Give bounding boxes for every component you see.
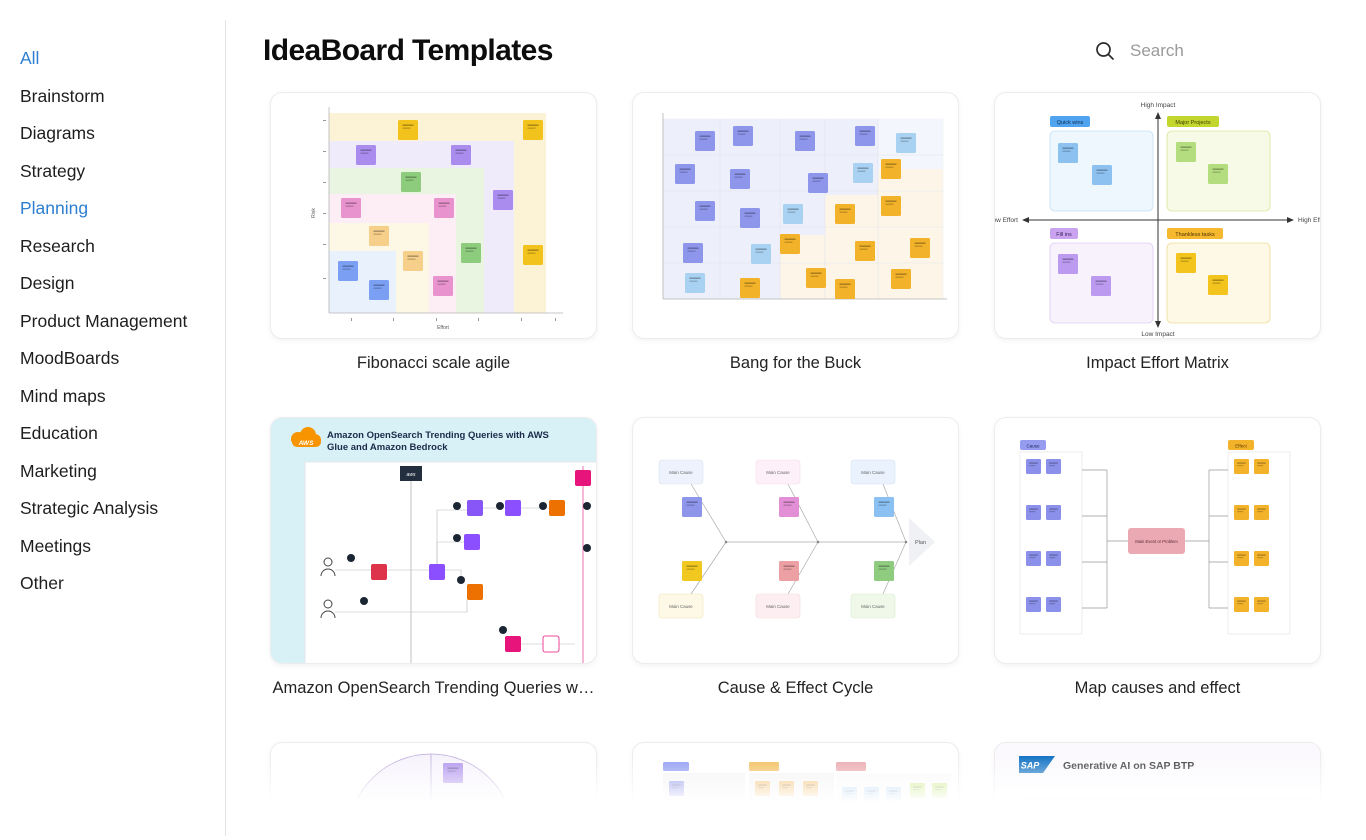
sidebar-item-all[interactable]: All <box>20 48 40 69</box>
axis-arrows <box>1022 112 1294 328</box>
svg-text:Main Cause: Main Cause <box>669 604 693 609</box>
joints <box>724 540 908 544</box>
sap-thumbnail: SAP Generative AI on SAP BTP <box>995 743 1320 840</box>
grid-lines <box>663 119 943 299</box>
user-icons <box>320 557 336 619</box>
aws-thumbnail: AWS Amazon OpenSearch Trending Queries w… <box>271 418 596 663</box>
svg-text:Main Cause: Main Cause <box>669 470 693 475</box>
y-axis-label: Risk <box>311 208 317 218</box>
diagram-panel <box>304 461 596 663</box>
label-fill-ins: Fill ins <box>1056 232 1072 238</box>
template-card-segmented-wheel[interactable] <box>270 742 597 840</box>
aws-logo: AWS <box>291 427 321 447</box>
template-card-amazon-opensearch[interactable]: AWS Amazon OpenSearch Trending Queries w… <box>270 417 597 664</box>
bang-for-buck-thumbnail <box>662 113 947 300</box>
plan-arrow <box>909 518 935 566</box>
template-card-cause-effect-cycle[interactable]: Plan Main Cause Main Cause Main Cause Ma… <box>632 417 959 664</box>
quadrant-labels: Quick wins Major Projects Fill ins Thank… <box>1050 116 1223 239</box>
sidebar-item-strategic-analysis[interactable]: Strategic Analysis <box>20 498 159 519</box>
sidebar-item-strategy[interactable]: Strategy <box>20 160 86 181</box>
template-caption: Fibonacci scale agile <box>356 354 511 372</box>
template-card-bang-for-the-buck[interactable] <box>632 92 959 339</box>
section-labels <box>663 762 866 771</box>
search-box[interactable]: Search <box>1094 40 1184 62</box>
cause-boxes: Main Cause Main Cause Main Cause Main Ca… <box>658 459 896 619</box>
axis-label-low-impact: Low Impact <box>1141 331 1174 338</box>
effect-label: Effect <box>1235 444 1247 449</box>
sections-thumbnail <box>663 762 951 840</box>
sidebar-item-mind-maps[interactable]: Mind maps <box>20 385 106 406</box>
sidebar-item-marketing[interactable]: Marketing <box>20 460 97 481</box>
cause-label: Cause <box>1026 444 1040 449</box>
sticky-notes <box>682 497 894 581</box>
diagram-frames: aws <box>400 466 591 663</box>
fishbone-thumbnail: Plan Main Cause Main Cause Main Cause Ma… <box>658 459 935 619</box>
label-thankless-tasks: Thankless tasks <box>1175 232 1215 238</box>
cause-effect-map-thumbnail: Cause Effect Main Event or Problem <box>1019 440 1291 635</box>
main-problem-box <box>1128 528 1185 554</box>
svg-text:AWS: AWS <box>298 440 314 447</box>
sidebar-item-design[interactable]: Design <box>20 273 75 294</box>
group-labels: Cause Effect <box>1020 440 1254 450</box>
template-card-fibonacci-scale-agile[interactable]: Risk Effort <box>270 92 597 339</box>
page-title: IdeaBoard Templates <box>263 34 553 67</box>
sidebar-item-other[interactable]: Other <box>20 573 64 594</box>
service-icons <box>371 500 565 653</box>
impact-effort-thumbnail: High Impact Low Impact Low Effort High E… <box>995 102 1321 338</box>
svg-text:Main Cause: Main Cause <box>861 604 885 609</box>
svg-text:aws: aws <box>407 472 416 478</box>
template-caption: Impact Effort Matrix <box>1086 354 1229 372</box>
axis-label-high-impact: High Impact <box>1141 102 1176 109</box>
svg-text:Main Cause: Main Cause <box>766 470 790 475</box>
template-card-sap-generative-ai[interactable]: SAP Generative AI on SAP BTP <box>994 742 1321 840</box>
diagram-panel <box>1023 797 1311 840</box>
template-caption: Bang for the Buck <box>729 354 862 372</box>
sidebar-item-education[interactable]: Education <box>20 423 98 444</box>
svg-text:SAP: SAP <box>1021 761 1041 771</box>
step-markers <box>347 502 591 634</box>
search-icon[interactable] <box>1094 40 1116 62</box>
plan-arrow-label: Plan <box>915 540 926 546</box>
axis-label-low-effort: Low Effort <box>995 217 1018 224</box>
search-placeholder: Search <box>1130 41 1184 60</box>
template-card-impact-effort-matrix[interactable]: High Impact Low Impact Low Effort High E… <box>994 92 1321 339</box>
sap-diagram-title: Generative AI on SAP BTP <box>1063 760 1194 772</box>
sidebar-item-research[interactable]: Research <box>20 235 95 256</box>
axes <box>662 113 947 300</box>
sidebar-item-product-management[interactable]: Product Management <box>20 310 188 331</box>
quadrant-boxes <box>1049 130 1271 324</box>
sidebar-item-brainstorm[interactable]: Brainstorm <box>20 85 105 106</box>
label-major-projects: Major Projects <box>1175 120 1210 126</box>
sidebar-divider <box>225 20 226 836</box>
bracket-connectors <box>1082 469 1228 609</box>
diagram-title-line2: Glue and Amazon Bedrock <box>327 442 448 453</box>
sidebar-item-planning[interactable]: Planning <box>20 198 89 219</box>
template-caption: Amazon OpenSearch Trending Queries w… <box>272 679 595 697</box>
axes <box>1027 117 1289 323</box>
sidebar-item-moodboards[interactable]: MoodBoards <box>20 348 120 369</box>
x-axis-label: Effort <box>437 325 449 331</box>
svg-text:Main Cause: Main Cause <box>861 470 885 475</box>
diagram-title-line1: Amazon OpenSearch Trending Queries with … <box>327 430 549 441</box>
sticky-note <box>443 763 463 783</box>
template-card-labeled-sections[interactable] <box>632 742 959 840</box>
fishbone-lines <box>690 483 907 595</box>
template-caption: Map causes and effect <box>1074 679 1241 697</box>
svg-text:Main Cause: Main Cause <box>766 604 790 609</box>
axis-ticks <box>323 120 556 321</box>
category-sidebar: All Brainstorm Diagrams Strategy Plannin… <box>0 0 225 840</box>
main-problem-label: Main Event or Problem <box>1135 539 1178 544</box>
cost-zones <box>663 119 943 299</box>
axis-label-high-effort: High Effort <box>1298 217 1321 224</box>
wheel-thumbnail <box>347 753 515 840</box>
sidebar-item-meetings[interactable]: Meetings <box>20 535 92 556</box>
label-quick-wins: Quick wins <box>1057 120 1084 126</box>
axes <box>328 107 563 314</box>
fibonacci-thumbnail: Risk Effort <box>311 107 563 331</box>
sidebar-item-diagrams[interactable]: Diagrams <box>20 123 95 144</box>
template-caption: Cause & Effect Cycle <box>717 679 874 697</box>
template-card-map-causes-effect[interactable]: Cause Effect Main Event or Problem <box>994 417 1321 664</box>
